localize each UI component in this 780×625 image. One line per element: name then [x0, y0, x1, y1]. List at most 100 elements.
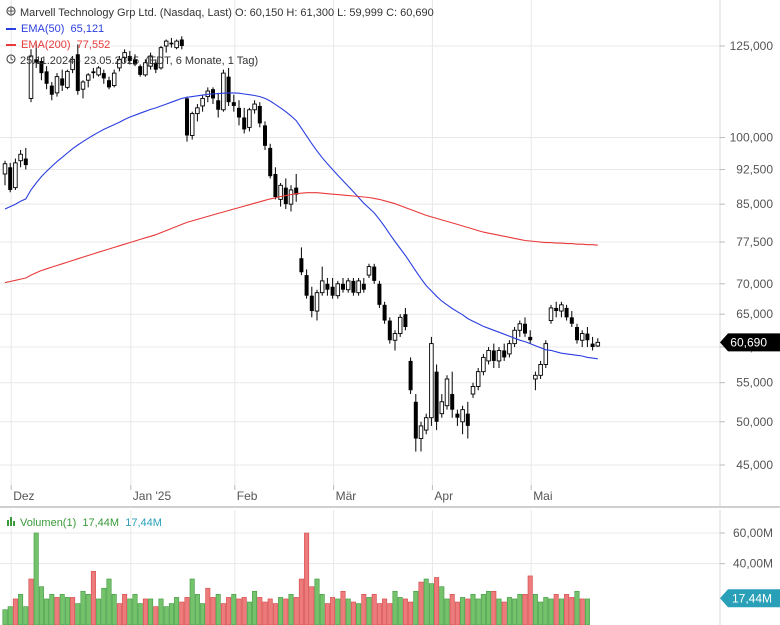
volume-bar — [148, 598, 154, 625]
volume-bar — [231, 594, 237, 625]
volume-bar — [205, 587, 211, 625]
candle — [237, 100, 241, 126]
volume-bar — [418, 581, 424, 625]
price-tick-label: 45,000 — [736, 458, 773, 472]
volume-bar — [226, 597, 232, 625]
candle — [314, 289, 320, 321]
volume-bar — [38, 586, 44, 625]
volume-bar — [517, 594, 523, 625]
volume-bar — [397, 597, 403, 625]
candle — [163, 39, 169, 53]
candle — [475, 368, 481, 391]
volume-bar — [569, 597, 575, 625]
candle — [70, 55, 75, 74]
candle — [559, 301, 564, 318]
ema200-legend: EMA(200) 77,552 — [5, 37, 434, 53]
volume-bar — [252, 590, 258, 625]
ema50-swatch — [6, 28, 16, 31]
date-tick-label: Dez — [13, 489, 34, 503]
volume-bar — [475, 598, 481, 625]
candle — [257, 102, 262, 128]
volume-bar — [106, 578, 112, 625]
ema200-line — [4, 192, 598, 284]
candle — [54, 73, 60, 97]
candle — [49, 81, 54, 101]
candle — [496, 347, 502, 369]
candle — [408, 357, 413, 395]
volume-bar — [12, 598, 18, 625]
candle — [75, 44, 80, 95]
candle — [387, 317, 392, 344]
candle — [65, 69, 70, 90]
volume-bars — [2, 532, 590, 625]
candle — [345, 277, 351, 293]
volume-bar — [350, 601, 356, 625]
bar-chart-icon — [5, 515, 17, 531]
volume-bar — [179, 601, 185, 625]
price-tick-label: 100,000 — [730, 131, 774, 145]
price-candles — [2, 36, 601, 452]
candle — [382, 301, 387, 324]
candle — [216, 92, 221, 118]
candle — [288, 185, 294, 212]
volume-value-2: 17,44M — [125, 517, 162, 529]
candle — [179, 36, 184, 50]
volume-tick-label: 40,00M — [733, 557, 773, 571]
volume-bar — [579, 598, 585, 625]
volume-bar — [272, 603, 278, 625]
candle — [23, 147, 28, 170]
candle — [575, 323, 579, 344]
candle — [309, 286, 314, 318]
price-tick-label: 125,000 — [730, 39, 774, 53]
candle — [397, 314, 403, 337]
ema200-swatch — [6, 44, 16, 47]
candle — [413, 394, 418, 452]
candle — [263, 121, 267, 151]
volume-bar — [480, 594, 486, 625]
candle — [325, 277, 330, 296]
candle — [231, 94, 236, 112]
volume-bar — [184, 597, 190, 625]
price-tick-label: 50,000 — [736, 415, 773, 429]
volume-bar — [241, 597, 247, 625]
volume-bar — [75, 603, 81, 625]
volume-bar — [501, 601, 507, 625]
volume-bar — [215, 594, 221, 625]
candle — [361, 277, 366, 293]
volume-bar — [288, 594, 294, 625]
candle — [80, 80, 86, 99]
date-tick-label: Mär — [336, 489, 357, 503]
candle — [85, 73, 91, 88]
volume-bar — [111, 594, 117, 625]
candle — [107, 76, 111, 90]
candle — [96, 66, 101, 77]
volume-bar — [491, 590, 497, 625]
volume-bar — [434, 577, 440, 625]
candle — [579, 330, 585, 348]
volume-bar — [371, 594, 377, 625]
volume-bar — [28, 578, 34, 625]
candle — [273, 167, 278, 200]
price-tick-label: 65,000 — [736, 307, 773, 321]
volume-bar — [428, 583, 434, 625]
volume-bar — [527, 575, 533, 625]
volume-tick-label: 60,00M — [733, 526, 773, 540]
volume-bar — [293, 597, 299, 625]
volume-grid — [0, 532, 720, 565]
volume-bar — [470, 594, 476, 625]
volume-bar — [408, 601, 414, 625]
volume-bar — [189, 578, 195, 625]
volume-bar — [101, 587, 107, 625]
volume-bar — [246, 601, 252, 625]
date-tick-label: Apr — [434, 489, 453, 503]
value-badges: 60,690 17,44M — [720, 333, 780, 608]
volume-value-1: 17,44M — [82, 517, 120, 529]
volume-bar — [85, 594, 91, 625]
candle — [377, 280, 382, 308]
candle — [595, 338, 601, 348]
candle — [117, 55, 122, 72]
volume-bar — [319, 594, 325, 625]
date-tick-label: Jan '25 — [133, 489, 172, 503]
